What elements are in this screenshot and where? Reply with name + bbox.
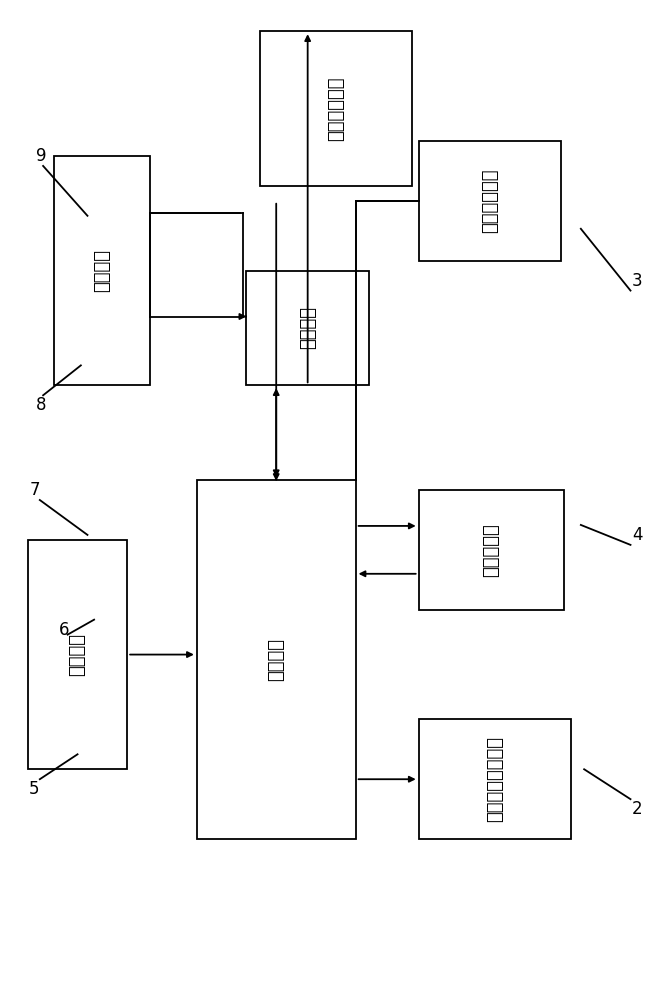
- Bar: [418, 490, 565, 610]
- Text: 光路切换模块: 光路切换模块: [327, 76, 345, 141]
- Text: 控制模块: 控制模块: [267, 638, 285, 681]
- Bar: [55, 156, 150, 385]
- Bar: [247, 271, 369, 385]
- Text: 6: 6: [59, 621, 70, 639]
- Text: 3: 3: [632, 272, 642, 290]
- Text: 控制电源: 控制电源: [68, 633, 86, 676]
- Text: 光纤接口指示灯组: 光纤接口指示灯组: [485, 736, 504, 822]
- Text: 4: 4: [632, 526, 642, 544]
- Text: 驱动模块: 驱动模块: [299, 306, 317, 349]
- Text: 9: 9: [36, 147, 47, 165]
- Bar: [418, 141, 561, 261]
- Text: 5: 5: [29, 780, 40, 798]
- Bar: [418, 719, 571, 839]
- Bar: [259, 31, 412, 186]
- Text: 按鈕切换开关: 按鈕切换开关: [481, 169, 499, 233]
- Text: 状态指示灯: 状态指示灯: [482, 523, 501, 577]
- Text: 2: 2: [632, 800, 642, 818]
- Text: 驱动电源: 驱动电源: [93, 249, 111, 292]
- Text: 7: 7: [29, 481, 40, 499]
- Bar: [28, 540, 127, 769]
- Bar: [197, 480, 356, 839]
- Text: 8: 8: [36, 396, 47, 414]
